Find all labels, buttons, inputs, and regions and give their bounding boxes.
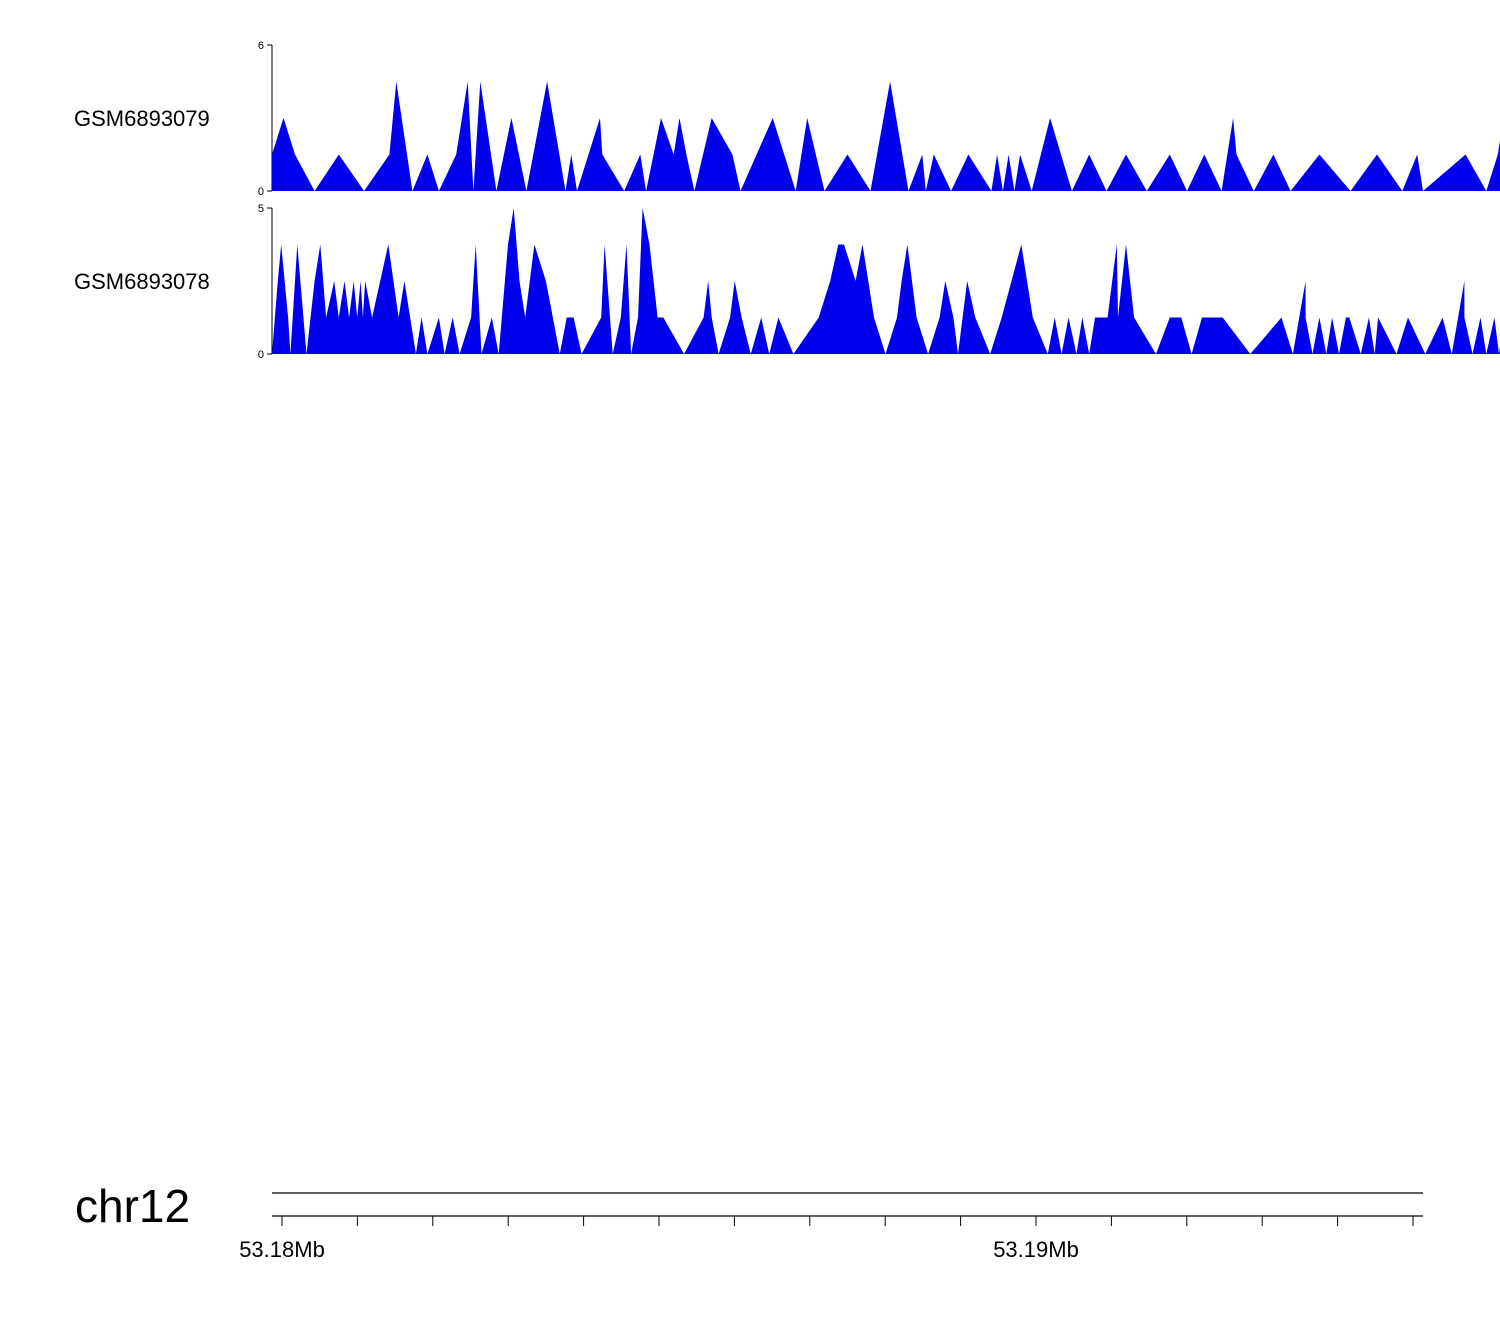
signal-tracks: GSM6893079 6 0 GSM6893078 5 0	[74, 40, 1500, 361]
axis-tick-label: 53.18Mb	[239, 1237, 325, 1262]
track-label: GSM6893079	[74, 106, 210, 131]
track-GSM6893079: GSM6893079 6 0	[74, 40, 1500, 198]
y-tick-label: 0	[258, 186, 264, 198]
signal-area-GSM6893079	[272, 81, 1500, 191]
genome-axis: chr12 53.18Mb 53.19Mb	[75, 1180, 1423, 1262]
axis-ticks: 53.18Mb 53.19Mb	[239, 1216, 1414, 1262]
y-tick-label: 0	[258, 349, 264, 361]
y-tick-label: 5	[258, 203, 264, 215]
track-GSM6893078: GSM6893078 5 0	[74, 203, 1500, 361]
chromosome-label: chr12	[75, 1180, 190, 1232]
y-tick-label: 6	[258, 40, 264, 52]
signal-area-GSM6893078	[272, 208, 1500, 354]
axis-tick-label: 53.19Mb	[993, 1237, 1079, 1262]
track-label: GSM6893078	[74, 269, 210, 294]
